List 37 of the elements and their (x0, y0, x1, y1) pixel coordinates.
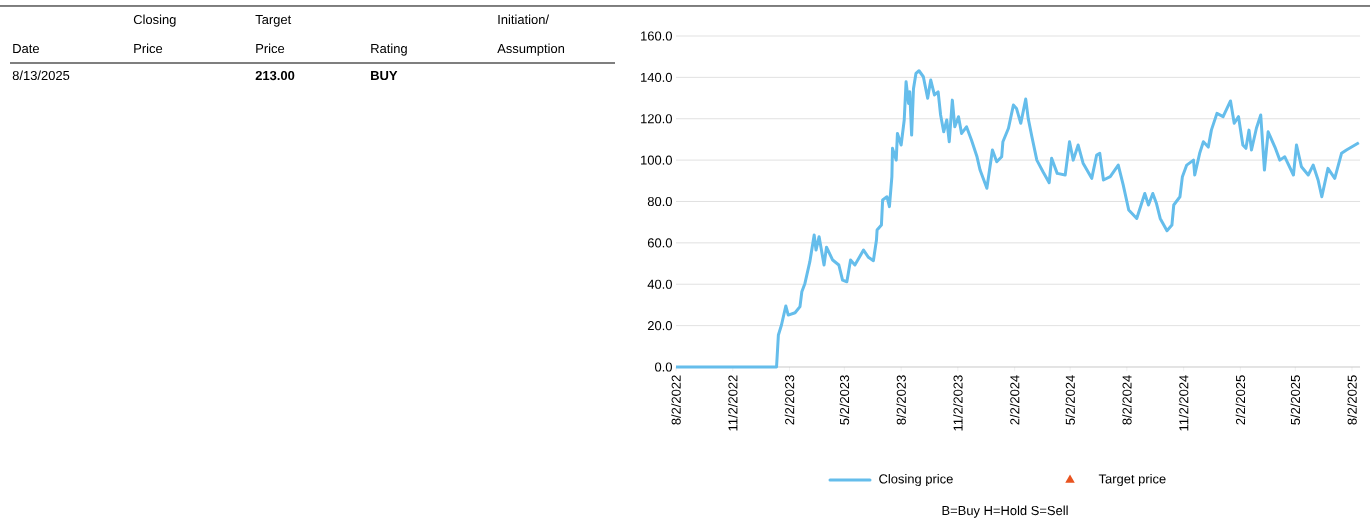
text: Initiation/ (498, 14, 550, 25)
y-tick-label: 160.0 (641, 31, 672, 41)
x-tick-label: 5/2/2025 (1290, 375, 1301, 425)
text: Price (256, 43, 285, 54)
x-tick-label: 11/2/2023 (953, 375, 963, 431)
y-tick-label: 80.0 (647, 196, 672, 207)
y-tick-label: 120.0 (641, 114, 672, 124)
y-tick-label: 20.0 (647, 321, 672, 331)
x-tick-label: 8/2/2024 (1122, 375, 1132, 425)
y-tick-label: 40.0 (647, 279, 672, 289)
legend-label: Target price (1098, 473, 1166, 487)
x-tick-label: 8/2/2022 (671, 375, 681, 425)
x-tick-label: 11/2/2022 (727, 375, 738, 431)
x-tick-label: 11/2/2024 (1178, 375, 1189, 431)
legend-label: Closing price (879, 473, 953, 487)
text: Target (255, 15, 292, 27)
y-tick-label: 140.0 (641, 72, 672, 82)
x-tick-label: 2/2/2024 (1009, 375, 1020, 425)
text: Rating (371, 43, 407, 56)
y-tick-label: 100.0 (641, 155, 672, 165)
y-tick-label: 60.0 (647, 238, 672, 248)
text: 8/13/2025 (12, 70, 70, 81)
text: Closing (133, 14, 176, 27)
line-series (674, 69, 1361, 369)
x-tick-label: 8/2/2025 (1347, 375, 1357, 425)
text: 213.00 (255, 70, 295, 81)
x-tick-label: 5/2/2024 (1065, 375, 1075, 425)
text: Date (13, 44, 39, 54)
x-tick-label: 2/2/2023 (784, 375, 795, 425)
x-tick-label: 2/2/2025 (1235, 375, 1246, 425)
text: B=Buy H=Hold S=Sell (942, 505, 1068, 518)
y-tick-label: 0.0 (654, 362, 672, 372)
text: BUY (371, 71, 398, 81)
text: Price (134, 43, 163, 54)
text: Assumption (497, 43, 565, 56)
x-tick-label: 5/2/2023 (839, 375, 850, 425)
x-tick-label: 8/2/2023 (896, 375, 906, 425)
